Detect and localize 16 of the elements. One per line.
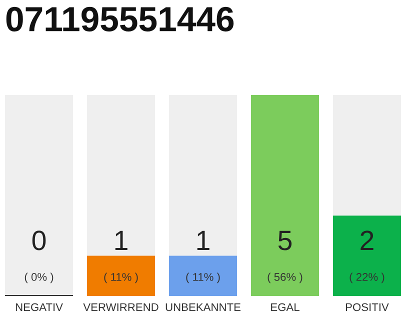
- data-label: 0: [32, 230, 46, 250]
- data-label: 1: [115, 230, 128, 250]
- annotation: ( 56% ): [268, 272, 302, 284]
- x-tick-label: EGAL: [271, 303, 300, 312]
- annotation: ( 22% ): [350, 272, 384, 284]
- x-tick-label: VERWIRREND: [83, 303, 158, 311]
- x-tick-label: NEGATIV: [16, 303, 63, 312]
- data-label: 1: [197, 230, 210, 250]
- data-label: 5: [278, 230, 292, 250]
- x-tick-label: POSITIV: [346, 303, 389, 312]
- data-label: 2: [360, 230, 374, 250]
- chart-title: 071195551446: [6, 6, 234, 32]
- annotation: ( 11% ): [104, 272, 138, 284]
- annotation: ( 11% ): [186, 272, 220, 284]
- x-tick-label: UNBEKANNTE: [166, 303, 240, 312]
- annotation: ( 0% ): [24, 272, 54, 284]
